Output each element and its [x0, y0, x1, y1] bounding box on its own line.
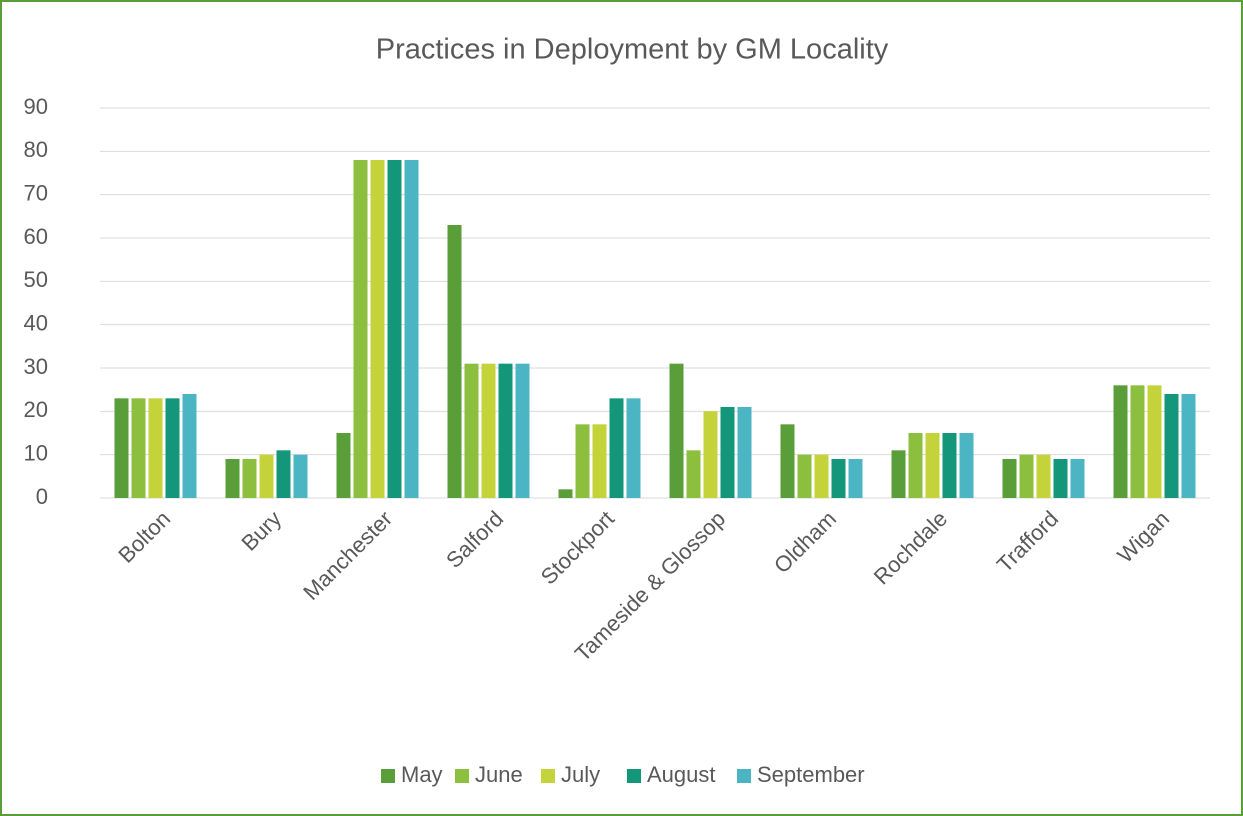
bar	[498, 363, 513, 498]
bar	[1113, 385, 1128, 498]
bar	[464, 363, 479, 498]
bar	[242, 459, 257, 498]
bar	[1181, 394, 1196, 498]
bar	[131, 398, 146, 498]
chart-title: Practices in Deployment by GM Locality	[376, 34, 889, 66]
bar	[1164, 394, 1179, 498]
y-tick-label: 70	[24, 180, 48, 205]
bar	[1019, 454, 1034, 498]
bar	[592, 424, 607, 498]
y-tick-label: 30	[24, 354, 48, 379]
bar	[814, 454, 829, 498]
bar	[148, 398, 163, 498]
bar	[114, 398, 129, 498]
bar	[780, 424, 795, 498]
legend-label: June	[475, 762, 523, 787]
y-tick-label: 50	[24, 267, 48, 292]
y-tick-label: 60	[24, 224, 48, 249]
bar	[575, 424, 590, 498]
legend-label: September	[757, 762, 865, 787]
bar	[959, 433, 974, 498]
bar	[225, 459, 240, 498]
bar	[370, 160, 385, 498]
bar	[293, 454, 308, 498]
legend-swatch	[627, 769, 641, 783]
legend-label: July	[561, 762, 600, 787]
bar	[447, 225, 462, 498]
legend-swatch	[455, 769, 469, 783]
bar	[669, 363, 684, 498]
bar	[336, 433, 351, 498]
y-tick-label: 0	[36, 484, 48, 509]
bar	[609, 398, 624, 498]
bar	[720, 407, 735, 498]
legend-swatch	[737, 769, 751, 783]
bar	[737, 407, 752, 498]
bar	[1147, 385, 1162, 498]
legend-label: August	[647, 762, 716, 787]
bar	[925, 433, 940, 498]
y-tick-label: 90	[24, 94, 48, 119]
bar	[831, 459, 846, 498]
bar	[626, 398, 641, 498]
bar	[481, 363, 496, 498]
bar	[942, 433, 957, 498]
bar	[1130, 385, 1145, 498]
bar	[1053, 459, 1068, 498]
bar	[404, 160, 419, 498]
bar	[848, 459, 863, 498]
bar	[515, 363, 530, 498]
bar	[1070, 459, 1085, 498]
bar	[703, 411, 718, 498]
bar	[165, 398, 180, 498]
bar	[353, 160, 368, 498]
legend-swatch	[541, 769, 555, 783]
bar	[182, 394, 197, 498]
bar	[1002, 459, 1017, 498]
y-tick-label: 80	[24, 137, 48, 162]
y-tick-label: 10	[24, 440, 48, 465]
bar	[276, 450, 291, 498]
y-tick-label: 40	[24, 310, 48, 335]
bar	[259, 454, 274, 498]
legend-label: May	[401, 762, 443, 787]
legend-swatch	[381, 769, 395, 783]
bar	[1036, 454, 1051, 498]
y-tick-label: 20	[24, 397, 48, 422]
bar	[908, 433, 923, 498]
bar	[558, 489, 573, 498]
bar	[387, 160, 402, 498]
bar	[686, 450, 701, 498]
bar	[891, 450, 906, 498]
bar	[797, 454, 812, 498]
